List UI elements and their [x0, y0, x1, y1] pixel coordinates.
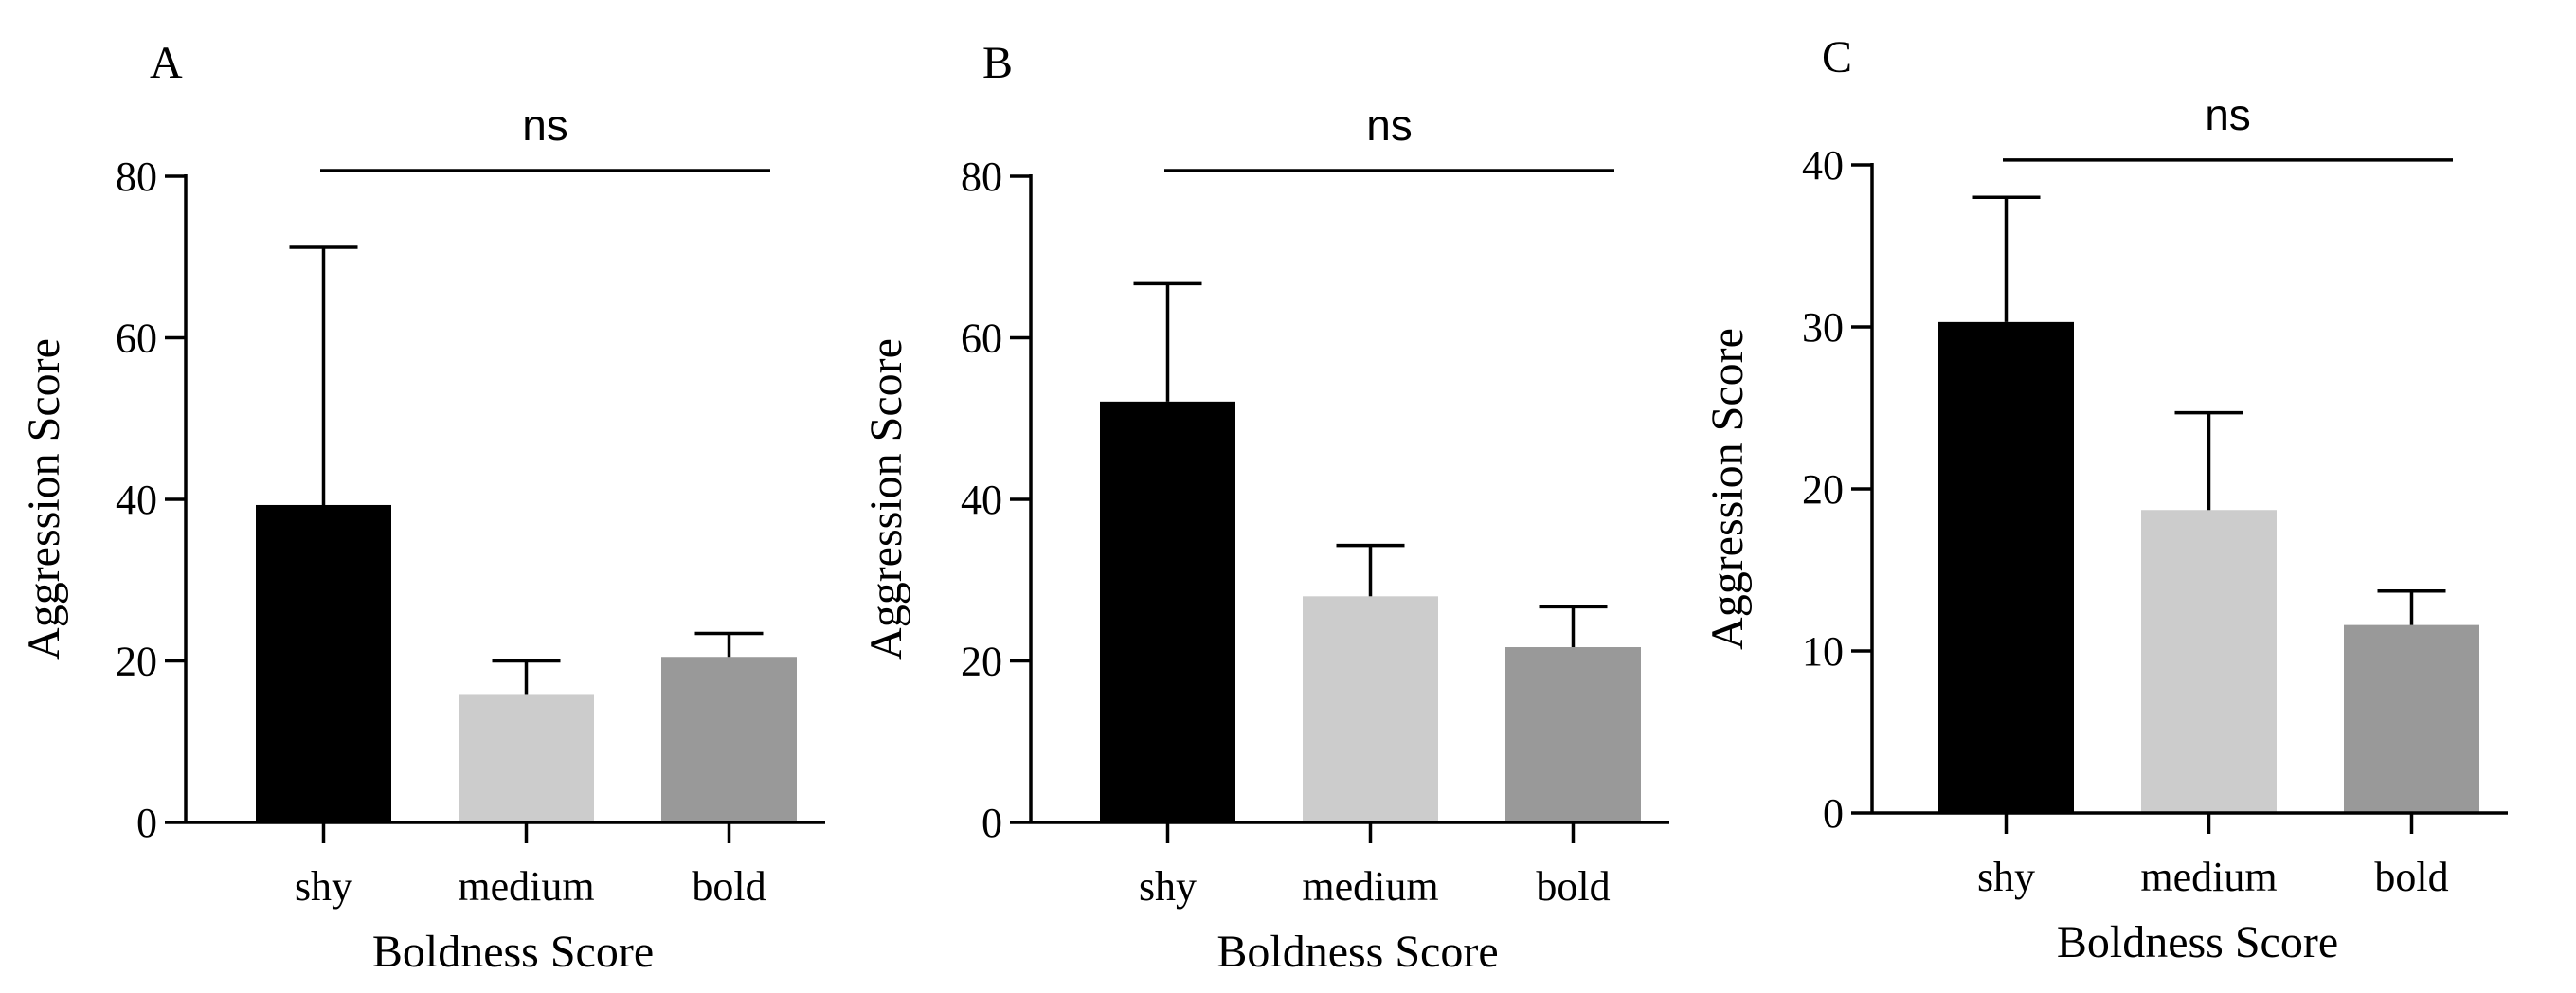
y-axis-title: Aggression Score — [861, 338, 911, 660]
x-tick-label-shy: shy — [1139, 863, 1197, 910]
x-tick-label-medium: medium — [458, 863, 594, 910]
y-tick-label: 20 — [1802, 466, 1844, 513]
y-tick-label: 10 — [1802, 628, 1844, 675]
x-axis-title: Boldness Score — [2057, 917, 2338, 967]
significance-label: ns — [1366, 100, 1413, 150]
bar-medium — [1303, 596, 1438, 822]
y-axis-title: Aggression Score — [19, 338, 69, 660]
significance-label: ns — [2205, 90, 2251, 139]
significance-label: ns — [522, 100, 568, 150]
x-tick-label-bold: bold — [1536, 863, 1610, 910]
x-tick-label-bold: bold — [692, 863, 766, 910]
x-axis-title: Boldness Score — [1216, 927, 1498, 977]
y-tick-label: 60 — [961, 316, 1002, 362]
x-tick-label-shy: shy — [295, 863, 352, 910]
y-tick-label: 30 — [1802, 304, 1844, 351]
bar-medium — [459, 694, 594, 822]
bar-bold — [661, 657, 797, 822]
y-tick-label: 0 — [136, 800, 157, 846]
y-tick-label: 40 — [116, 477, 157, 523]
y-tick-label: 20 — [116, 639, 157, 685]
y-tick-label: 0 — [982, 800, 1002, 846]
y-tick-label: 0 — [1823, 790, 1844, 837]
y-tick-label: 20 — [961, 639, 1002, 685]
chart-panel-a: A 0 20 40 60 80 shy medium bold Boldness Score Agg… — [19, 38, 825, 977]
y-axis-title: Aggression Score — [1702, 328, 1753, 650]
x-axis-title: Boldness Score — [372, 927, 654, 977]
y-tick-label: 80 — [961, 153, 1002, 200]
y-tick-label: 40 — [1802, 142, 1844, 189]
y-tick-label: 80 — [116, 153, 157, 200]
bar-shy — [1938, 321, 2074, 813]
chart-panel-c: C 0 10 20 30 40 shy medium bold Boldness Score Agg… — [1702, 32, 2508, 967]
x-tick-label-medium: medium — [2140, 854, 2277, 900]
panel-label: C — [1822, 32, 1852, 82]
x-tick-label-shy: shy — [1977, 854, 2035, 900]
y-tick-label: 60 — [116, 316, 157, 362]
x-tick-label-bold: bold — [2374, 854, 2448, 900]
bar-bold — [1505, 647, 1641, 822]
bar-shy — [1100, 401, 1235, 822]
y-tick-label: 40 — [961, 477, 1002, 523]
bar-medium — [2141, 510, 2277, 813]
chart-panel-b: B 0 20 40 60 80 shy medium bold Boldness Score Agg… — [861, 38, 1669, 977]
panel-label: A — [150, 38, 183, 88]
bar-shy — [256, 504, 391, 822]
bar-bold — [2344, 624, 2479, 813]
x-tick-label-medium: medium — [1302, 863, 1438, 910]
panel-label: B — [982, 38, 1013, 88]
